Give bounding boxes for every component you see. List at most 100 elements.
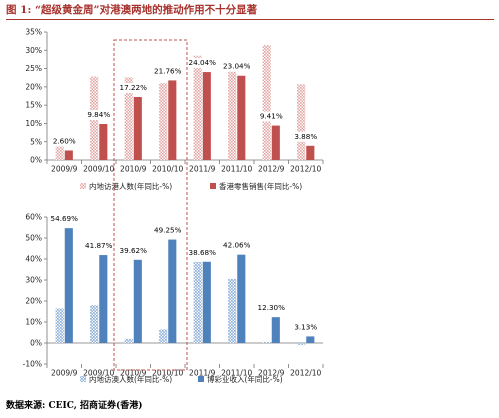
hk-data-label-bg (187, 58, 218, 69)
hk-bar-mainland-visitors (55, 138, 64, 160)
hk-bar-mainland-visitors (159, 83, 168, 160)
hk-bar-revenue (306, 145, 315, 160)
hk-bar-mainland-visitors (228, 63, 237, 161)
macau-data-label: 38.68% (189, 248, 217, 257)
macau-bar-mainland-visitors (55, 308, 64, 343)
macau-bar-mainland-visitors (90, 305, 99, 343)
title-rule (6, 19, 494, 20)
hk-data-label: 9.41% (260, 112, 283, 121)
hk-y-tick-label: 20% (25, 82, 42, 91)
macau-category-label: 2012/9 (258, 369, 285, 378)
hk-data-label: 24.04% (189, 58, 217, 67)
macau-category-label: 2011/10 (221, 369, 252, 378)
macau-legend-swatch (80, 376, 86, 382)
hk-data-label-bg (51, 136, 77, 147)
hk-data-label-bg (221, 61, 252, 72)
figure-title: 图 1: “超级黄金周”对港澳两地的推动作用不十分显著 (6, 4, 258, 16)
macau-y-tick-label: 40% (25, 255, 42, 264)
hk-data-label-bg (118, 83, 149, 94)
hk-category-label: 2011/10 (221, 165, 252, 174)
macau-category-label: 2009/9 (51, 369, 78, 378)
macau-y-tick-label: 0% (30, 339, 42, 348)
macau-legend-label: 内地访澳人数(年同比-%) (89, 374, 172, 384)
hk-bar-revenue (271, 125, 280, 160)
macau-legend-label: 博彩业收入(年同比-%) (207, 374, 283, 384)
macau-data-label-bg (83, 241, 114, 252)
hk-data-label: 21.76% (154, 66, 182, 75)
hk-legend-label: 香港零售销售(年同比-%) (219, 181, 302, 191)
hk-legend-swatch (210, 183, 216, 189)
hk-category-label: 2009/10 (83, 165, 114, 174)
macau-legend-swatch (198, 376, 204, 382)
macau-bar-revenue (133, 259, 142, 343)
hk-bar-mainland-visitors (193, 55, 202, 161)
hk-data-label: 3.88% (294, 132, 317, 141)
hk-data-label-bg (293, 131, 319, 142)
macau-category-label: 2011/9 (189, 369, 216, 378)
hk-bar-revenue (168, 80, 177, 160)
macau-bar-mainland-visitors (124, 338, 133, 343)
macau-y-tick-label: 30% (25, 276, 42, 285)
hk-chart: 0% 5% 10% 15% 20% 25% 30% 35% 2009/9 2009/10 2010/… (25, 28, 324, 191)
hk-y-tick-label: 15% (25, 101, 42, 110)
hk-bar-mainland-visitors (124, 77, 133, 160)
hk-bar-revenue (64, 150, 73, 160)
macau-bar-revenue (64, 228, 73, 343)
macau-data-label: 3.13% (294, 322, 317, 331)
macau-data-label: 54.69% (51, 214, 79, 223)
macau-category-label: 2010/10 (152, 369, 183, 378)
macau-bar-mainland-visitors (159, 329, 168, 343)
hk-legend-label: 内地访港人数(年同比-%) (89, 181, 172, 191)
highlight-box (113, 39, 188, 371)
hk-category-label: 2012/10 (290, 165, 321, 174)
macau-y-tick-label: 10% (25, 318, 42, 327)
data-source: 数据来源: CEIC, 招商证券(香港) (6, 401, 143, 411)
hk-y-tick-label: 30% (25, 46, 42, 55)
hk-category-label: 2012/9 (258, 165, 285, 174)
hk-data-label: 2.60% (53, 136, 76, 145)
hk-bar-mainland-visitors (262, 45, 271, 161)
hk-bar-mainland-visitors (297, 84, 306, 160)
macau-y-tick-label: 60% (25, 213, 42, 222)
hk-y-tick-label: 5% (30, 137, 42, 146)
macau-data-label-bg (221, 240, 252, 251)
macau-data-label: 41.87% (85, 241, 113, 250)
hk-bar-revenue (99, 124, 108, 160)
hk-category-label: 2009/9 (51, 165, 78, 174)
hk-y-tick-label: 0% (30, 156, 42, 165)
macau-bar-revenue (271, 317, 280, 343)
macau-data-label-bg (187, 247, 218, 258)
macau-y-tick-label: 50% (25, 234, 42, 243)
hk-data-label-bg (152, 66, 183, 77)
macau-bar-mainland-visitors (262, 341, 271, 343)
macau-data-label-bg (49, 214, 80, 225)
hk-data-label: 17.22% (120, 83, 148, 92)
macau-data-label-bg (293, 322, 319, 333)
macau-bar-mainland-visitors (193, 261, 202, 343)
hk-data-label: 9.84% (87, 110, 110, 119)
hk-bar-revenue (202, 72, 211, 160)
hk-data-label: 23.04% (223, 62, 251, 71)
macau-y-tick-label: 20% (25, 297, 42, 306)
macau-category-label: 2010/9 (120, 369, 147, 378)
macau-category-label: 2009/10 (83, 369, 114, 378)
macau-data-label: 42.06% (223, 241, 251, 250)
hk-bar-revenue (237, 75, 246, 160)
hk-y-tick-label: 25% (25, 64, 42, 73)
macau-bar-revenue (168, 239, 177, 343)
macau-bar-revenue (99, 255, 108, 343)
macau-bar-revenue (202, 261, 211, 343)
hk-y-tick-label: 10% (25, 119, 42, 128)
hk-data-label-bg (86, 110, 112, 121)
hk-data-label-bg (258, 111, 284, 122)
hk-category-label: 2011/9 (189, 165, 216, 174)
hk-y-tick-label: 35% (25, 28, 42, 37)
macau-chart: -10% 0% 10% 20% 30% 40% 50% 60% 2009/9 2009/10 201… (23, 213, 324, 384)
macau-data-label: 39.62% (120, 246, 148, 255)
macau-bar-revenue (237, 254, 246, 343)
hk-category-label: 2010/9 (120, 165, 147, 174)
macau-category-label: 2012/10 (290, 369, 321, 378)
macau-data-label-bg (118, 245, 149, 256)
macau-y-tick-label: -10% (23, 360, 42, 369)
